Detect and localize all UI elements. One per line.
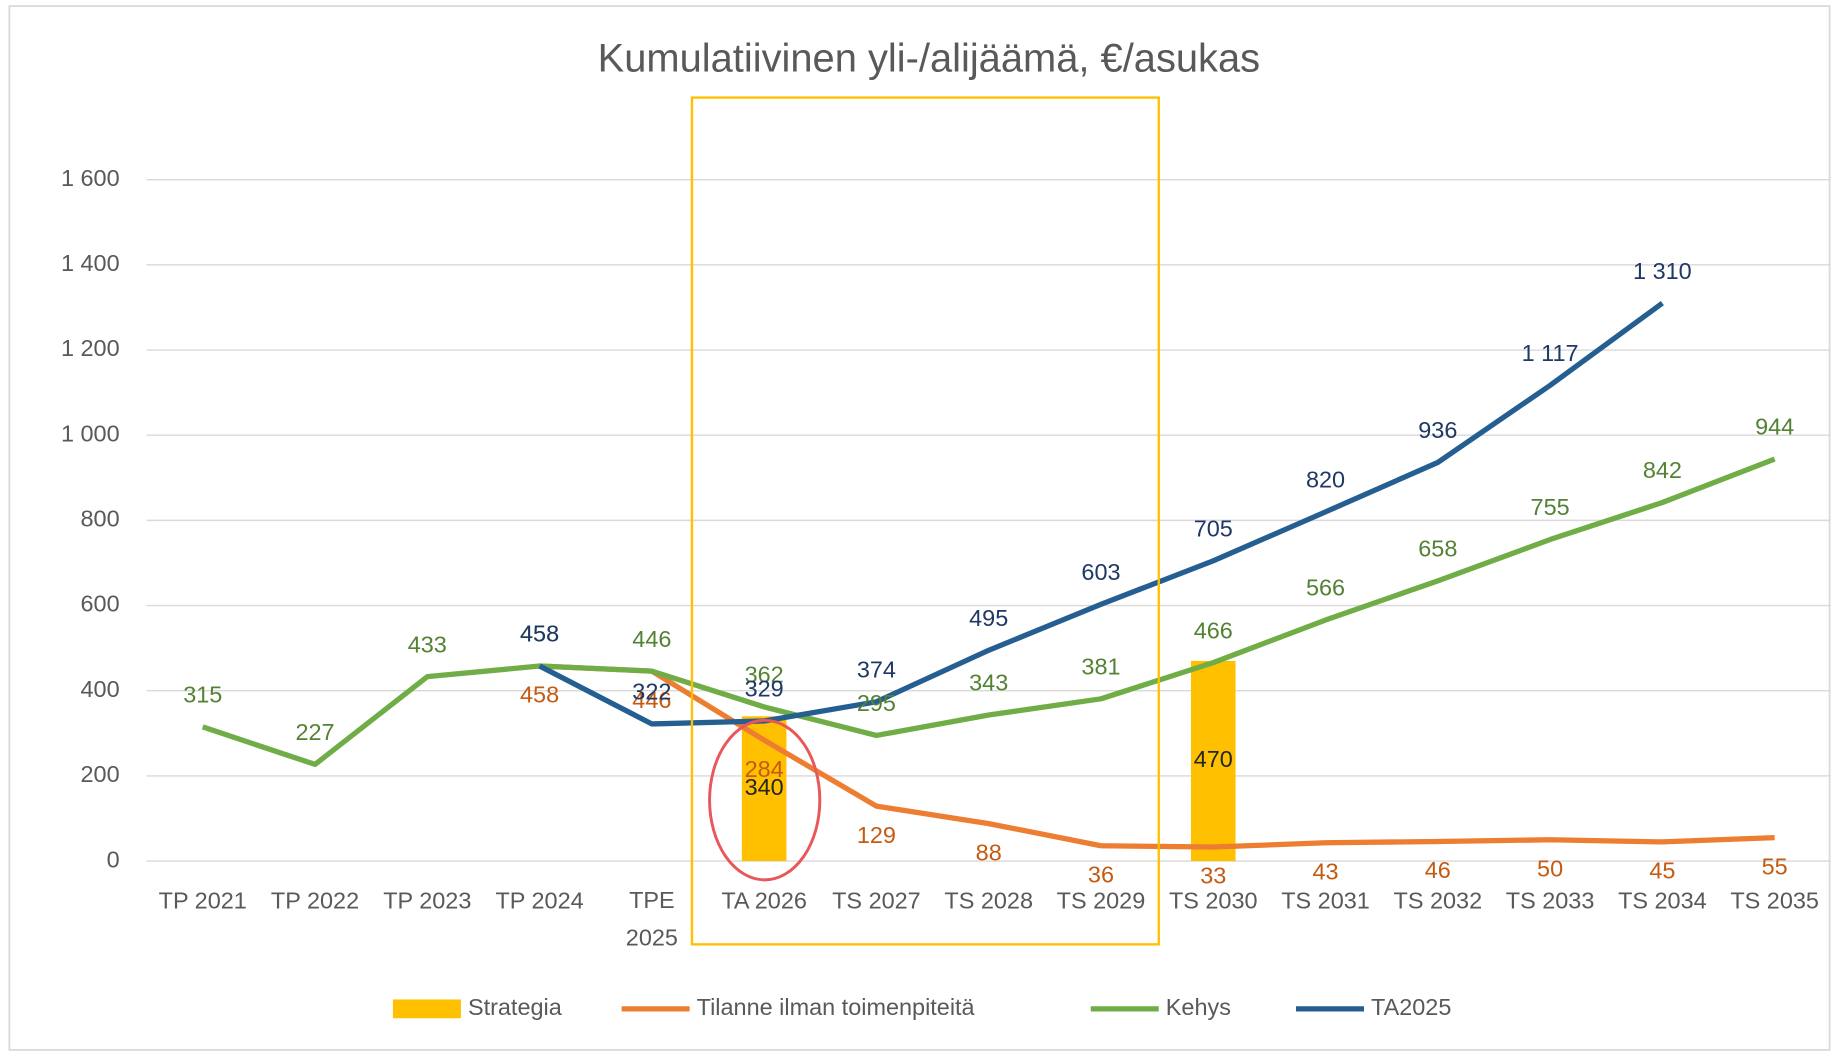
y-tick-label: 1 200 (61, 335, 120, 361)
data-label: 820 (1306, 467, 1345, 493)
line (201, 456, 1776, 768)
x-tick-label: TS 2035 (1730, 887, 1819, 913)
data-label: 374 (857, 656, 896, 682)
data-label: 566 (1306, 575, 1345, 601)
x-tick-label: TPE 2025 (626, 887, 678, 951)
data-label: 43 (1312, 858, 1338, 884)
data-label: 446 (632, 626, 671, 652)
legend-label: Tilanne ilman toimenpiteitä (697, 994, 976, 1020)
data-label: 936 (1418, 417, 1457, 443)
legend-label: Strategia (468, 994, 563, 1020)
data-label: 603 (1081, 559, 1120, 585)
y-tick-label: 1 400 (61, 250, 120, 276)
x-tick-label: TS 2034 (1618, 887, 1707, 913)
y-tick-label: 1 600 (61, 165, 120, 191)
plot: 340 470 458 446 284 129 88 36 33 43 46 50 45 55 315 227… (183, 258, 1794, 889)
y-tick-label: 0 (107, 846, 120, 872)
data-label: 362 (745, 662, 784, 688)
highlight-circle (708, 718, 822, 882)
y-tick-label: 800 (81, 506, 120, 532)
x-tick-label: TS 2033 (1506, 887, 1595, 913)
data-label: 495 (969, 605, 1008, 631)
data-label: 944 (1755, 414, 1794, 440)
data-label: 381 (1081, 654, 1120, 680)
bar (1190, 660, 1236, 862)
legend-label: Kehys (1166, 994, 1231, 1020)
highlight-box (690, 96, 1160, 946)
data-label: 129 (857, 822, 896, 848)
data-label: 658 (1418, 536, 1457, 562)
data-label: 46 (1425, 857, 1451, 883)
x-tick-label: TA 2026 (721, 887, 807, 913)
x-tick-label: TS 2030 (1169, 887, 1258, 913)
x-tick-label: TS 2031 (1281, 887, 1370, 913)
data-label: 705 (1194, 516, 1233, 542)
data-label: 340 (745, 774, 784, 800)
data-label: 33 (1200, 863, 1226, 889)
data-label: 322 (632, 679, 671, 705)
data-label: 842 (1643, 457, 1682, 483)
data-label: 446 (632, 687, 671, 713)
data-label: 466 (1194, 617, 1233, 643)
data-label: 755 (1531, 494, 1570, 520)
x-tick-label: TP 2024 (495, 887, 583, 913)
data-label: 1 117 (1522, 340, 1579, 366)
data-label: 36 (1088, 861, 1114, 887)
line (539, 663, 1775, 850)
y-tick-label: 1 000 (61, 420, 120, 446)
data-label: 458 (520, 621, 559, 647)
data-label: 45 (1649, 858, 1675, 884)
data-label: 295 (857, 690, 896, 716)
data-label: 88 (976, 839, 1002, 865)
legend-swatch (392, 999, 461, 1019)
x-tick-label: TS 2027 (832, 887, 921, 913)
chart-title: Kumulatiivinen yli-/alijäämä, €/asukas (598, 37, 1260, 81)
data-label: 284 (745, 756, 784, 782)
data-label: 470 (1194, 746, 1233, 772)
data-label: 329 (745, 676, 784, 702)
x-tick-label: TP 2022 (271, 887, 359, 913)
data-label: 343 (969, 670, 1008, 696)
legend-label: TA2025 (1371, 994, 1451, 1020)
y-tick-label: 400 (81, 676, 120, 702)
x-tick-label: TS 2029 (1057, 887, 1146, 913)
data-label: 50 (1537, 855, 1563, 881)
data-label: 55 (1762, 853, 1788, 879)
x-tick-label: TS 2032 (1394, 887, 1483, 913)
x-tick-label: TP 2021 (159, 887, 247, 913)
grid: 0 200 400 600 800 1 000 1 200 1 400 1 600 TP 2021… (61, 165, 1831, 951)
line (538, 301, 1664, 727)
x-tick-label: TS 2028 (944, 887, 1033, 913)
y-tick-label: 200 (81, 761, 120, 787)
y-tick-label: 600 (81, 591, 120, 617)
data-label: 227 (295, 719, 334, 745)
data-label: 458 (520, 682, 559, 708)
data-label: 1 310 (1633, 258, 1692, 284)
data-label: 458 (520, 621, 559, 647)
data-label: 433 (408, 631, 447, 657)
data-label: 315 (183, 682, 222, 708)
x-tick-label: TP 2023 (383, 887, 471, 913)
